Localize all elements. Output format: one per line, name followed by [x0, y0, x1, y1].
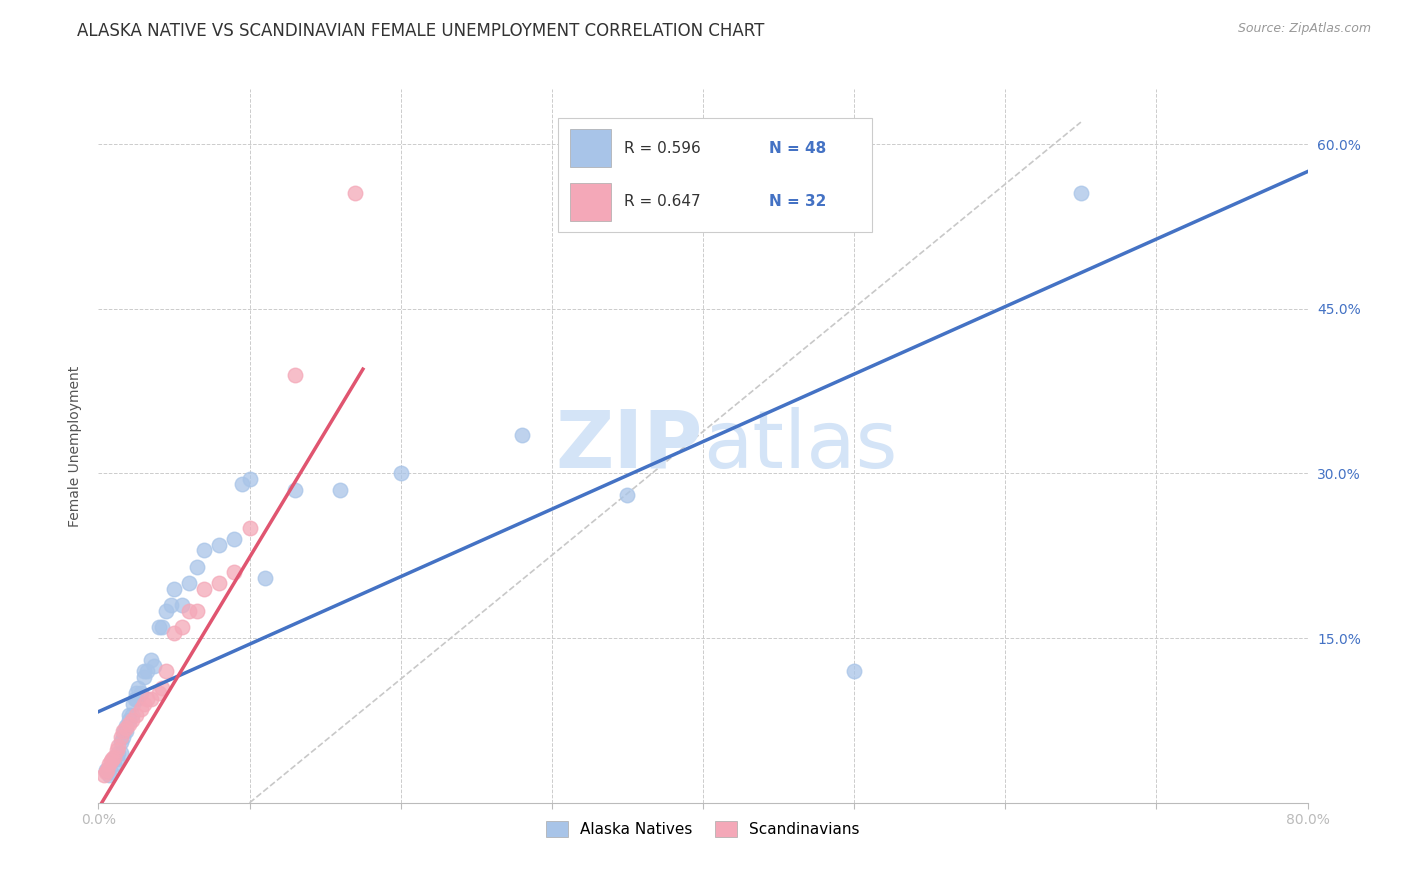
Point: [132, 669, 155, 683]
Point: [170, 598, 193, 612]
Point: [125, 686, 148, 700]
Point: [284, 368, 307, 382]
Point: [124, 691, 146, 706]
Point: [114, 721, 136, 735]
Point: [94, 763, 117, 777]
Point: [118, 708, 141, 723]
Text: Source: ZipAtlas.com: Source: ZipAtlas.com: [1237, 22, 1371, 36]
Point: [127, 681, 149, 695]
Text: ZIP: ZIP: [555, 407, 703, 485]
Point: [163, 582, 186, 596]
Point: [224, 533, 246, 547]
Point: [100, 765, 122, 780]
Point: [100, 754, 122, 768]
Point: [96, 763, 118, 777]
Point: [208, 576, 231, 591]
Point: [170, 620, 193, 634]
Point: [98, 768, 121, 782]
Point: [510, 428, 533, 442]
Point: [129, 702, 152, 716]
Point: [101, 752, 124, 766]
Point: [110, 730, 132, 744]
Point: [103, 752, 125, 766]
Point: [844, 664, 866, 678]
Point: [125, 708, 148, 723]
Point: [103, 749, 125, 764]
Point: [125, 691, 148, 706]
Point: [114, 724, 136, 739]
Point: [148, 620, 170, 634]
Point: [94, 765, 117, 780]
Point: [111, 730, 134, 744]
Point: [344, 186, 367, 201]
Point: [179, 576, 201, 591]
Text: atlas: atlas: [703, 407, 897, 485]
Point: [231, 477, 253, 491]
Legend: Alaska Natives, Scandinavians: Alaska Natives, Scandinavians: [538, 814, 868, 845]
Point: [239, 472, 262, 486]
Point: [103, 757, 125, 772]
Point: [110, 747, 132, 761]
Point: [193, 582, 215, 596]
Point: [193, 543, 215, 558]
Point: [110, 735, 132, 749]
Point: [121, 708, 143, 723]
Point: [105, 752, 128, 766]
Point: [150, 681, 173, 695]
Point: [114, 719, 136, 733]
Text: ALASKA NATIVE VS SCANDINAVIAN FEMALE UNEMPLOYMENT CORRELATION CHART: ALASKA NATIVE VS SCANDINAVIAN FEMALE UNE…: [77, 22, 765, 40]
Point: [135, 664, 157, 678]
Point: [616, 488, 638, 502]
Point: [122, 697, 145, 711]
Point: [93, 768, 115, 782]
Point: [143, 658, 166, 673]
Point: [121, 714, 143, 728]
Y-axis label: Female Unemployment: Female Unemployment: [67, 366, 82, 526]
Point: [132, 664, 155, 678]
Point: [163, 625, 186, 640]
Point: [224, 566, 246, 580]
Point: [329, 483, 352, 497]
Point: [253, 571, 276, 585]
Point: [135, 691, 157, 706]
Point: [208, 538, 231, 552]
Point: [239, 521, 262, 535]
Point: [98, 757, 121, 772]
Point: [105, 743, 128, 757]
Point: [141, 691, 163, 706]
Point: [186, 559, 208, 574]
Point: [141, 653, 163, 667]
Point: [179, 604, 201, 618]
Point: [284, 483, 307, 497]
Point: [150, 620, 173, 634]
Point: [160, 598, 183, 612]
Point: [389, 467, 412, 481]
Point: [118, 714, 141, 728]
Point: [132, 697, 155, 711]
Point: [1070, 186, 1092, 201]
Point: [112, 724, 135, 739]
Point: [129, 686, 152, 700]
Point: [148, 686, 170, 700]
Point: [155, 664, 177, 678]
Point: [118, 716, 141, 731]
Point: [107, 739, 129, 753]
Point: [155, 604, 177, 618]
Point: [186, 604, 208, 618]
Point: [107, 747, 129, 761]
Point: [111, 724, 134, 739]
